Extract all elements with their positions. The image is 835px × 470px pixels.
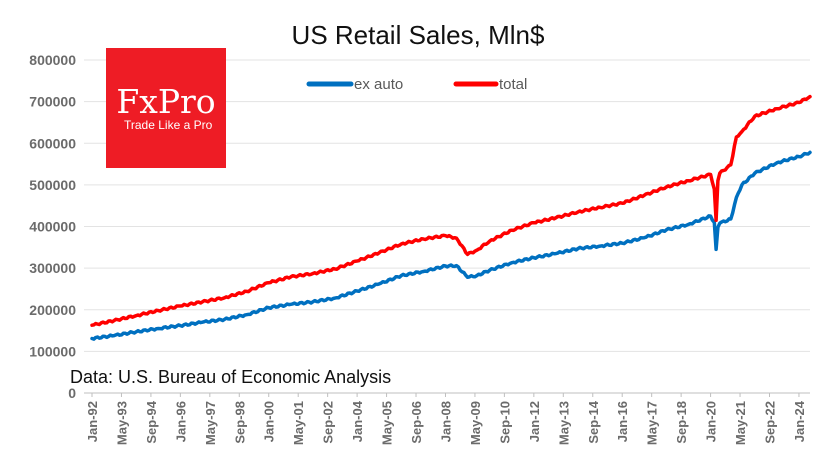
x-tick-label: Jan-08	[438, 401, 453, 442]
source-note: Data: U.S. Bureau of Economic Analysis	[70, 367, 391, 387]
x-tick-label: Jan-00	[262, 401, 277, 442]
y-tick-label: 0	[68, 385, 76, 401]
x-tick-label: May-13	[556, 401, 571, 445]
y-tick-label: 600000	[29, 135, 76, 151]
y-tick-label: 500000	[29, 177, 76, 193]
x-tick-label: Sep-02	[321, 401, 336, 444]
x-tick-label: Sep-10	[497, 401, 512, 444]
x-tick-label: Sep-18	[674, 401, 689, 444]
legend: ex auto total	[306, 76, 527, 93]
x-tick-label: Sep-14	[586, 400, 601, 443]
legend-label-ex-auto: ex auto	[354, 76, 403, 93]
x-tick-label: May-93	[114, 401, 129, 445]
x-tick-label: May-01	[291, 401, 306, 445]
chart-title: US Retail Sales, Mln$	[292, 20, 545, 50]
x-tick-label: Jan-04	[350, 400, 365, 442]
x-tick-label: Jan-16	[615, 401, 630, 442]
fxpro-logo: FxPro Trade Like a Pro	[106, 48, 226, 168]
x-tick-label: Jan-92	[85, 401, 100, 442]
series-line-total	[90, 94, 812, 327]
x-tick-label: May-97	[203, 401, 218, 445]
x-tick-label: Jan-24	[792, 400, 807, 442]
y-tick-label: 100000	[29, 343, 76, 359]
x-tick-label: Sep-98	[232, 401, 247, 444]
x-tick-label: Sep-94	[144, 400, 159, 443]
x-tick-label: May-05	[380, 401, 395, 445]
x-tick-label: May-21	[733, 401, 748, 445]
logo-wordmark: FxPro	[116, 82, 215, 121]
x-tick-label: Jan-96	[173, 401, 188, 442]
x-tick-label: Jan-12	[527, 401, 542, 442]
series-layer	[90, 94, 812, 341]
y-tick-label: 200000	[29, 302, 76, 318]
y-tick-label: 400000	[29, 219, 76, 235]
y-tick-label: 300000	[29, 260, 76, 276]
y-tick-label: 700000	[29, 94, 76, 110]
legend-label-total: total	[499, 76, 527, 93]
x-tick-label: May-17	[645, 401, 660, 445]
logo-background	[106, 48, 226, 168]
x-axis-tick-labels: Jan-92 May-93 Sep-94 Jan-96 May-97 Sep-98 Jan-…	[85, 393, 807, 445]
x-tick-label: May-09	[468, 401, 483, 445]
x-tick-label: Sep-06	[409, 401, 424, 444]
y-tick-label: 800000	[29, 52, 76, 68]
x-tick-label: Jan-20	[704, 401, 719, 442]
x-tick-label: Sep-22	[762, 401, 777, 444]
logo-tagline: Trade Like a Pro	[124, 118, 213, 132]
series-line-ex-auto	[90, 150, 812, 341]
y-axis-tick-labels: 0 100000 200000 300000 400000 500000 600000 700…	[29, 52, 76, 401]
